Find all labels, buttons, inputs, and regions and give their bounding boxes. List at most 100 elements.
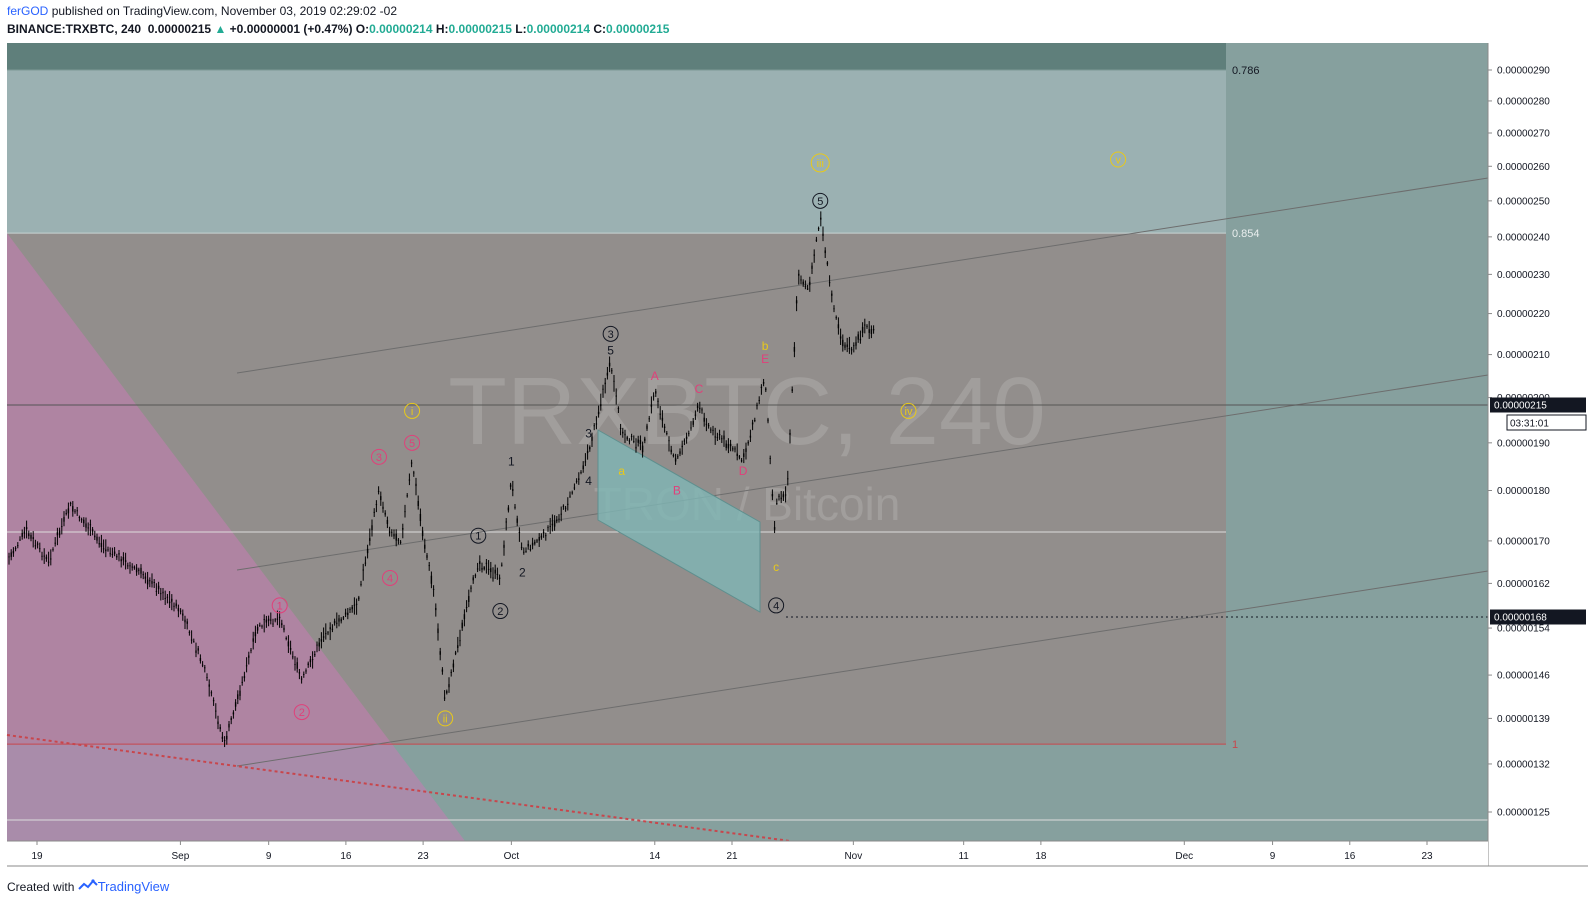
candle-body [747,441,749,444]
wave-label: C [695,382,704,396]
candle-body [316,644,318,646]
candle-body [116,555,118,558]
watermark-title: TRXBTC, 240 [448,358,1046,465]
candle-body [714,436,716,438]
price-tick-label: 0.00000270 [1497,129,1550,140]
candle-body [505,521,507,523]
candle-body [782,494,785,498]
candle-body [450,671,452,673]
candle-body [641,445,644,453]
time-tick-label: 11 [958,851,969,862]
candle-body [534,541,536,544]
candle-body [80,519,83,521]
triangle-channel [597,429,761,613]
candle-body [435,607,437,611]
candle-body [795,300,798,304]
candle-body [758,400,760,402]
candle-body [582,465,584,470]
candle-body [859,338,862,341]
candle-body [463,614,466,620]
candle-body [39,548,41,550]
tradingview-link[interactable]: TradingView [97,879,170,894]
candle-body [454,652,457,654]
candle-body [547,527,549,529]
wave-label: ii [443,713,448,725]
candle-body [160,593,162,595]
candle-body [725,443,727,448]
time-tick-label: 16 [1344,851,1356,862]
candle-body [10,552,12,557]
wave-label: 1 [475,531,481,543]
candle-body [245,665,248,667]
candle-body [318,642,320,647]
candle-body [19,539,21,541]
wave-label-circle [271,597,288,614]
candle-body [536,540,538,542]
candle-body [787,478,789,480]
candle-body [773,527,776,530]
candle-body [199,658,202,662]
candle-body [285,637,287,639]
wave-label: E [761,352,769,366]
candle-body [866,325,868,327]
candle-body [589,447,591,450]
publish-text: published on TradingView.com, November 0… [51,4,398,18]
channel-line-upper [236,177,1489,374]
candle-body [831,293,833,296]
wave-label: 3 [585,427,592,441]
candle-body [734,448,736,450]
candle-body [540,535,543,538]
candle-body [439,651,441,655]
candle-body [237,694,239,700]
candle-body [745,448,747,452]
candle-body [578,478,580,480]
candle-body [382,506,384,509]
candle-body [406,495,408,497]
candle-body [234,702,237,707]
wave-label: 3 [608,329,614,341]
candle-body [338,618,340,622]
candle-body [173,605,175,607]
candle-body [573,487,576,489]
fib-label-1: 1 [1232,739,1238,751]
price-tick-label: 0.00000170 [1497,536,1550,547]
candle-body [487,568,490,570]
candle-body [721,438,723,440]
candle-body [459,640,461,642]
wave-label: b [762,339,769,353]
candle-body [111,553,114,555]
candle-body [756,404,758,407]
candle-body [289,648,292,650]
author-link[interactable]: ferGOD [7,4,49,18]
candle-body [637,439,639,443]
wave-label-circle [370,448,387,465]
candle-body [452,663,455,668]
candle-body [179,610,182,612]
candle-body [762,382,765,384]
candle-body [23,531,26,534]
candle-body [421,530,424,537]
candle-body [43,555,45,557]
candle-body [144,576,147,579]
wave-label-circle [293,704,310,721]
candle-body [760,386,763,389]
candle-body [778,495,780,497]
candle-body [681,445,683,448]
price-tick-label: 0.00000280 [1497,96,1550,107]
candle-body [617,408,620,410]
candle-body [672,455,675,457]
candle-body [593,425,595,427]
candle-body [690,427,692,429]
candle-body [226,735,228,740]
candle-body [575,480,578,482]
candle-body [802,281,804,285]
candle-body [430,575,433,584]
candle-body [765,388,767,391]
wave-label-circle [768,597,785,614]
wave-label: 4 [585,474,592,488]
price-tick-label: 0.00000290 [1497,66,1550,77]
candle-body [12,550,15,554]
candle-body [490,568,492,573]
candle-body [626,437,628,440]
